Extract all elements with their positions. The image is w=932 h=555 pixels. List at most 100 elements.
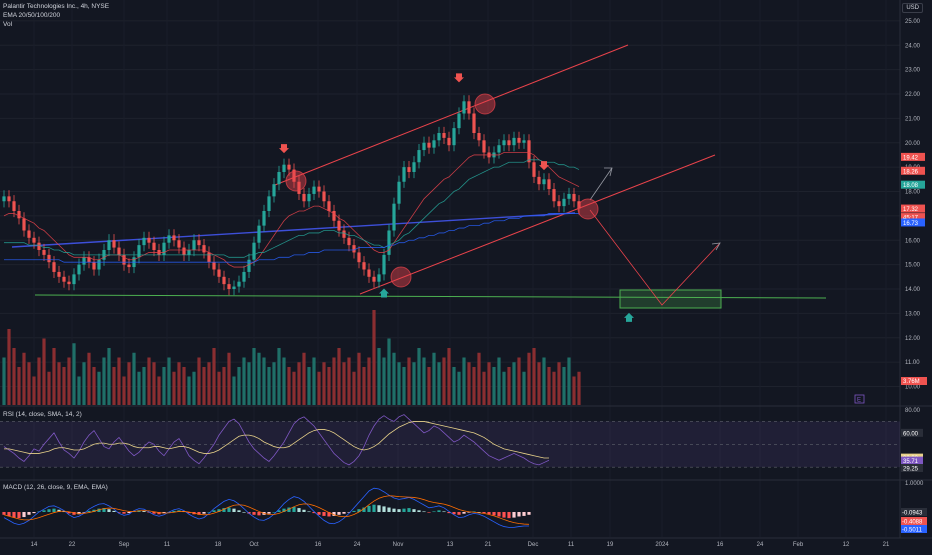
- macd-label: -0.5011: [902, 528, 923, 534]
- macd-histogram-bar: [452, 512, 456, 515]
- macd-histogram-bar: [107, 509, 111, 512]
- candle-body: [17, 211, 21, 219]
- macd-histogram-bar: [412, 509, 416, 512]
- ema-legend: EMA 20/50/100/200: [3, 12, 61, 19]
- volume-bar: [417, 348, 421, 405]
- macd-histogram-bar: [332, 512, 336, 516]
- macd-histogram-bar: [22, 512, 26, 518]
- candle-body: [527, 140, 531, 163]
- candle-body: [337, 220, 341, 231]
- candle-body: [22, 218, 26, 231]
- candle-body: [377, 274, 381, 282]
- highlight-circle: [285, 170, 307, 192]
- volume-bar: [397, 362, 401, 405]
- price-label: 19.42: [903, 155, 919, 161]
- macd-histogram-bar: [102, 508, 106, 512]
- macd-histogram-bar: [407, 508, 411, 512]
- volume-bar: [87, 352, 91, 405]
- time-tick-label: 13: [447, 542, 454, 548]
- time-tick-label: 19: [607, 542, 614, 548]
- candle-body: [282, 164, 286, 172]
- volume-bar: [107, 348, 111, 405]
- trend-line-blue: [11, 212, 576, 248]
- candle-body: [292, 169, 296, 182]
- candle-body: [417, 150, 421, 163]
- candle-body: [457, 113, 461, 129]
- macd-histogram-bar: [247, 512, 251, 514]
- volume-bar: [182, 367, 186, 405]
- candle-body: [52, 262, 56, 272]
- candle-body: [412, 162, 416, 172]
- macd-histogram-bar: [482, 512, 486, 514]
- candle-body: [427, 142, 431, 148]
- macd-histogram-bar: [67, 512, 71, 514]
- volume-bar: [402, 367, 406, 405]
- volume-bar: [447, 348, 451, 405]
- macd-histogram-bar: [352, 510, 356, 512]
- time-tick-label: 11: [164, 542, 171, 548]
- macd-histogram-bar: [527, 512, 531, 515]
- volume-bar: [357, 352, 361, 405]
- currency-badge[interactable]: USD: [902, 3, 923, 13]
- volume-bar: [422, 357, 426, 405]
- rsi-line: [3, 414, 550, 466]
- candle-body: [67, 281, 71, 285]
- volume-bar: [112, 367, 116, 405]
- macd-histogram-bar: [232, 508, 236, 512]
- macd-histogram-bar: [367, 505, 371, 512]
- volume-bar: [567, 357, 571, 405]
- price-tick-label: 16.00: [905, 238, 921, 244]
- volume-bar: [157, 376, 161, 405]
- candle-body: [497, 145, 501, 153]
- macd-histogram-bar: [27, 512, 31, 515]
- time-tick-label: Nov: [393, 542, 404, 548]
- volume-bar: [427, 367, 431, 405]
- macd-histogram-bar: [197, 512, 201, 515]
- drawings: [11, 44, 827, 309]
- arrow-down-icon: [539, 161, 549, 171]
- macd-histogram-bar: [32, 512, 36, 514]
- candle-body: [507, 140, 511, 146]
- macd-histogram-bar: [142, 510, 146, 512]
- candle-body: [567, 193, 571, 199]
- macd-histogram-bar: [492, 512, 496, 516]
- candle-body: [537, 176, 541, 185]
- candle-body: [262, 211, 266, 226]
- candle-body: [302, 193, 306, 202]
- volume-bar: [532, 348, 536, 405]
- macd-histogram-bar: [62, 511, 66, 513]
- candle-body: [357, 252, 361, 263]
- volume-bar: [332, 357, 336, 405]
- volume-bar: [47, 371, 51, 405]
- candle-body: [532, 162, 536, 177]
- candle-body: [42, 250, 46, 255]
- candle-body: [477, 133, 481, 141]
- rsi-tick-label: 80.00: [905, 408, 921, 414]
- arrow-down-icon: [279, 144, 289, 154]
- candle-body: [517, 137, 521, 143]
- volume-bar: [522, 371, 526, 405]
- volume-bar: [227, 352, 231, 405]
- macd-line: [3, 495, 530, 525]
- volume-bar: [12, 348, 16, 405]
- volume-bar: [392, 352, 396, 405]
- volume-bar: [92, 367, 96, 405]
- candle-body: [462, 101, 466, 114]
- macd-histogram-bar: [282, 508, 286, 512]
- volume-bar: [222, 367, 226, 405]
- candle-body: [372, 276, 376, 282]
- rsi-line: [4, 421, 549, 459]
- volume-bar: [312, 357, 316, 405]
- volume-bar: [152, 362, 156, 405]
- volume-bar: [42, 338, 46, 405]
- macd-histogram-bar: [502, 512, 506, 518]
- macd-line: [3, 487, 529, 528]
- price-label: 18.08: [903, 183, 919, 189]
- ema-line: [4, 159, 580, 258]
- candle-body: [242, 271, 246, 282]
- macd-histogram-bar: [382, 506, 386, 512]
- candle-body: [167, 235, 171, 243]
- macd-histogram-bar: [257, 512, 261, 516]
